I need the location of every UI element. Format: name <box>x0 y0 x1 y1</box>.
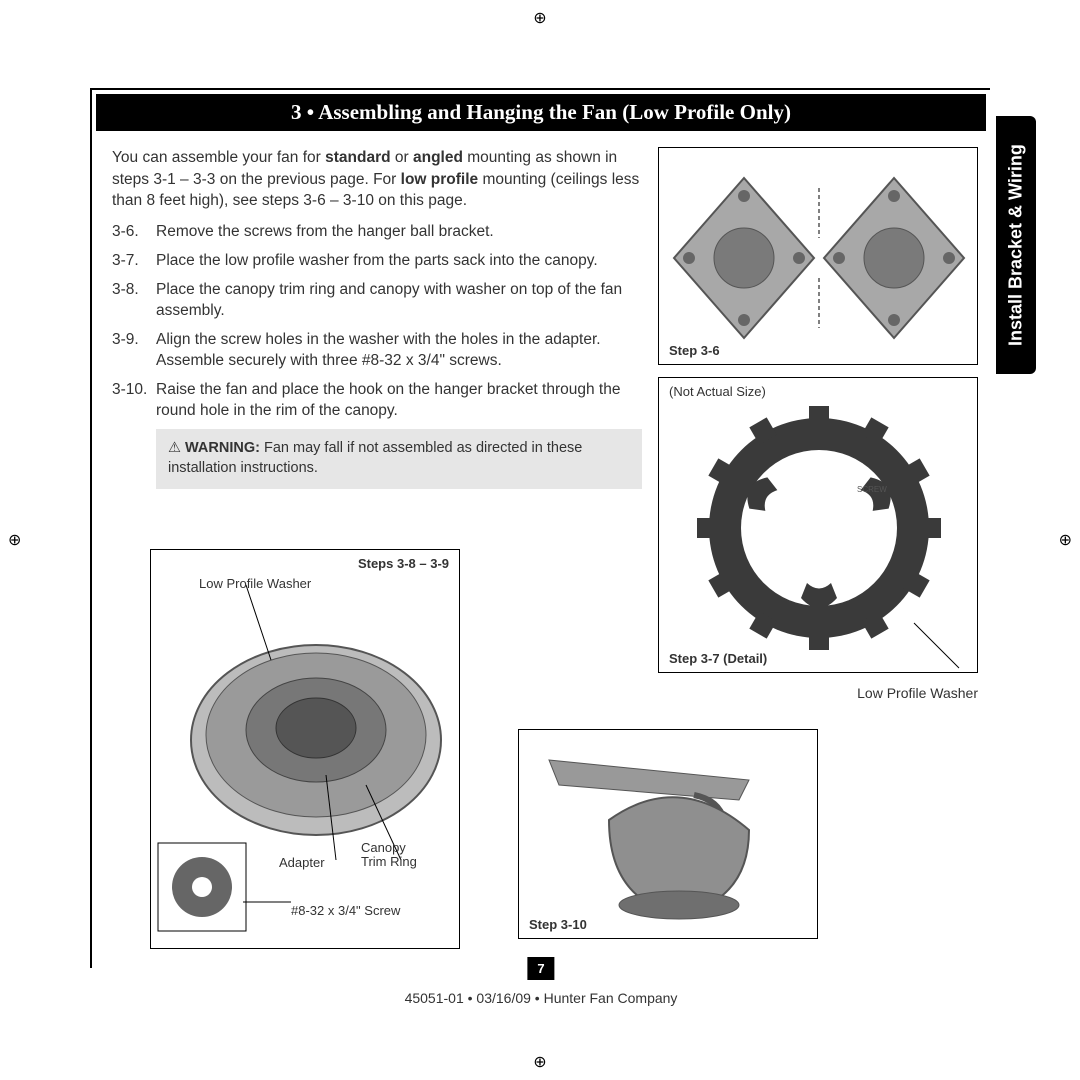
diagram-bracket-pair <box>659 148 979 366</box>
step-text: Place the canopy trim ring and canopy wi… <box>156 280 642 322</box>
page-frame: 3 • Assembling and Hanging the Fan (Low … <box>90 88 990 968</box>
callout-canopy-trim-ring: Canopy Trim Ring <box>361 841 417 870</box>
intro-bold: low profile <box>401 171 479 188</box>
page-number: 7 <box>527 957 554 980</box>
footer-text: 45051-01 • 03/16/09 • Hunter Fan Company <box>405 990 678 1006</box>
callout-low-profile-washer: Low Profile Washer <box>199 576 311 591</box>
intro-bold: standard <box>325 149 390 166</box>
step-item: 3-9. Align the screw holes in the washer… <box>112 330 642 372</box>
diagram-canopy-hook <box>519 730 819 940</box>
figure-label: Step 3-6 <box>669 343 720 358</box>
step-number: 3-10. <box>112 380 156 422</box>
right-column: Step 3-6 (Not Actual Size) <box>658 147 978 961</box>
step-text: Raise the fan and place the hook on the … <box>156 380 642 422</box>
step-number: 3-7. <box>112 251 156 272</box>
intro-text: or <box>391 149 413 166</box>
figure-step-3-10: Step 3-10 <box>518 729 818 939</box>
callout-line: Trim Ring <box>361 854 417 869</box>
figure-note: (Not Actual Size) <box>669 384 766 399</box>
intro-bold: angled <box>413 149 463 166</box>
step-number: 3-9. <box>112 330 156 372</box>
diagram-canopy-assembly <box>151 550 461 880</box>
figure-label: Step 3-7 (Detail) <box>669 651 767 666</box>
step-text: Place the low profile washer from the pa… <box>156 251 642 272</box>
callout-low-profile-washer: Low Profile Washer <box>658 685 978 701</box>
side-tab: Install Bracket & Wiring <box>996 116 1036 374</box>
content-area: You can assemble your fan for standard o… <box>92 131 990 961</box>
step-item: 3-10. Raise the fan and place the hook o… <box>112 380 642 422</box>
diagram-screw-inset <box>157 842 247 932</box>
step-item: 3-8. Place the canopy trim ring and cano… <box>112 280 642 322</box>
callout-adapter: Adapter <box>279 855 325 870</box>
figure-steps-3-8-3-9: Steps 3-8 – 3-9 Low Profile Washer Adapt… <box>150 549 460 949</box>
registration-mark: ⊕ <box>533 1052 546 1072</box>
figure-label: Step 3-10 <box>529 917 587 932</box>
svg-text:SCREW: SCREW <box>857 485 887 494</box>
callout-screw: #8-32 x 3/4" Screw <box>291 903 400 918</box>
step-text: Align the screw holes in the washer with… <box>156 330 642 372</box>
step-item: 3-7. Place the low profile washer from t… <box>112 251 642 272</box>
figure-step-3-7: (Not Actual Size) <box>658 377 978 673</box>
diagram-washer-gear: SCREW <box>659 378 979 674</box>
callout-line: Canopy <box>361 840 406 855</box>
step-item: 3-6. Remove the screws from the hanger b… <box>112 222 642 243</box>
intro-paragraph: You can assemble your fan for standard o… <box>112 147 642 212</box>
warning-label: WARNING: <box>185 440 260 456</box>
step-text: Remove the screws from the hanger ball b… <box>156 222 642 243</box>
registration-mark: ⊕ <box>1059 530 1072 550</box>
registration-mark: ⊕ <box>8 530 21 550</box>
warning-icon: ⚠ <box>168 440 181 456</box>
step-number: 3-8. <box>112 280 156 322</box>
figure-title: Steps 3-8 – 3-9 <box>358 556 449 571</box>
step-number: 3-6. <box>112 222 156 243</box>
warning-box: ⚠ WARNING: Fan may fall if not assembled… <box>156 429 642 488</box>
section-header: 3 • Assembling and Hanging the Fan (Low … <box>96 94 986 131</box>
registration-mark: ⊕ <box>533 8 546 28</box>
step-list: 3-6. Remove the screws from the hanger b… <box>112 222 642 421</box>
intro-text: You can assemble your fan for <box>112 149 325 166</box>
figure-step-3-6: Step 3-6 <box>658 147 978 365</box>
